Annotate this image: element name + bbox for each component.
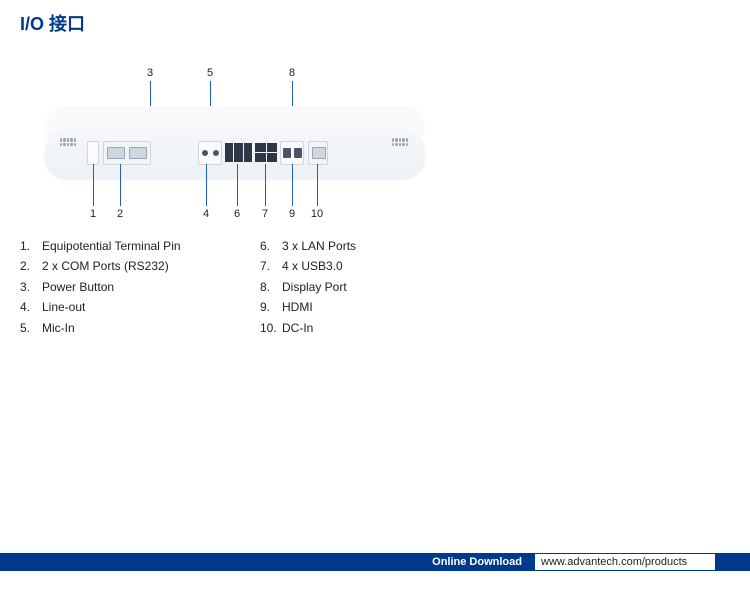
leader-bot-9 bbox=[292, 164, 293, 206]
port-usb bbox=[255, 143, 277, 162]
desc-label: HDMI bbox=[282, 297, 313, 317]
leader-bot-1 bbox=[93, 164, 94, 206]
desc-num: 7. bbox=[260, 256, 282, 276]
description-lists: 1.Equipotential Terminal Pin 2.2 x COM P… bbox=[20, 236, 750, 338]
callout-bot-1: 1 bbox=[90, 208, 96, 220]
callout-top-5: 5 bbox=[207, 67, 213, 79]
description-col-2: 6.3 x LAN Ports 7.4 x USB3.0 8.Display P… bbox=[260, 236, 480, 338]
callout-top-8: 8 bbox=[289, 67, 295, 79]
port-com bbox=[103, 141, 151, 165]
desc-label: Line-out bbox=[42, 297, 85, 317]
leader-bot-6 bbox=[237, 164, 238, 206]
desc-label: 3 x LAN Ports bbox=[282, 236, 356, 256]
port-audio bbox=[198, 141, 222, 165]
leader-bot-2 bbox=[120, 164, 121, 206]
desc-num: 10. bbox=[260, 318, 282, 338]
desc-num: 4. bbox=[20, 297, 42, 317]
io-diagram: 3 5 8 bbox=[20, 44, 440, 224]
desc-num: 1. bbox=[20, 236, 42, 256]
leader-bot-4 bbox=[206, 164, 207, 206]
callout-bot-10: 10 bbox=[311, 208, 323, 220]
desc-num: 9. bbox=[260, 297, 282, 317]
desc-label: 4 x USB3.0 bbox=[282, 256, 343, 276]
leader-bot-7 bbox=[265, 164, 266, 206]
desc-label: Mic-In bbox=[42, 318, 75, 338]
speaker-left bbox=[60, 138, 76, 146]
desc-label: Equipotential Terminal Pin bbox=[42, 236, 181, 256]
leader-bot-10 bbox=[317, 164, 318, 206]
desc-label: 2 x COM Ports (RS232) bbox=[42, 256, 169, 276]
callout-bot-2: 2 bbox=[117, 208, 123, 220]
callout-bot-9: 9 bbox=[289, 208, 295, 220]
desc-label: DC-In bbox=[282, 318, 313, 338]
callout-bot-6: 6 bbox=[234, 208, 240, 220]
desc-label: Power Button bbox=[42, 277, 114, 297]
footer-label: Online Download bbox=[424, 553, 530, 571]
desc-num: 2. bbox=[20, 256, 42, 276]
desc-num: 6. bbox=[260, 236, 282, 256]
port-dp-hdmi bbox=[280, 141, 304, 165]
desc-num: 3. bbox=[20, 277, 42, 297]
port-equipotential bbox=[87, 141, 99, 165]
port-dcin bbox=[308, 141, 328, 165]
desc-num: 5. bbox=[20, 318, 42, 338]
callout-bot-7: 7 bbox=[262, 208, 268, 220]
desc-num: 8. bbox=[260, 277, 282, 297]
section-title: I/O 接口 bbox=[0, 0, 750, 44]
port-lan bbox=[225, 143, 252, 162]
footer: Online Download www.advantech.com/produc… bbox=[0, 553, 750, 571]
callout-bot-4: 4 bbox=[203, 208, 209, 220]
desc-label: Display Port bbox=[282, 277, 347, 297]
footer-url: www.advantech.com/products bbox=[535, 554, 715, 570]
speaker-right bbox=[392, 138, 408, 146]
description-col-1: 1.Equipotential Terminal Pin 2.2 x COM P… bbox=[20, 236, 240, 338]
callout-top-3: 3 bbox=[147, 67, 153, 79]
